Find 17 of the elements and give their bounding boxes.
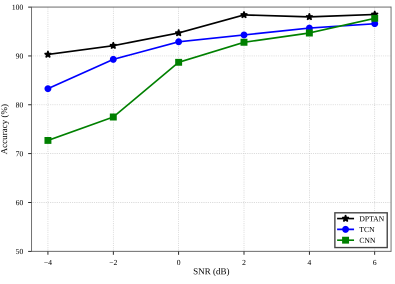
point: [110, 56, 117, 63]
y-axis-title: Accuracy (%): [0, 104, 10, 154]
point: [110, 114, 117, 120]
point: [305, 12, 314, 20]
point: [240, 31, 248, 38]
point: [174, 28, 183, 36]
x-axis-title: SNR (dB): [194, 268, 230, 276]
point: [175, 58, 182, 66]
point: [175, 38, 182, 46]
point: [240, 10, 248, 18]
point: [240, 38, 248, 46]
point: [44, 136, 52, 144]
point: [44, 85, 52, 92]
point: [109, 42, 118, 50]
point: [306, 30, 313, 36]
point: [44, 50, 52, 58]
point: [371, 14, 378, 22]
